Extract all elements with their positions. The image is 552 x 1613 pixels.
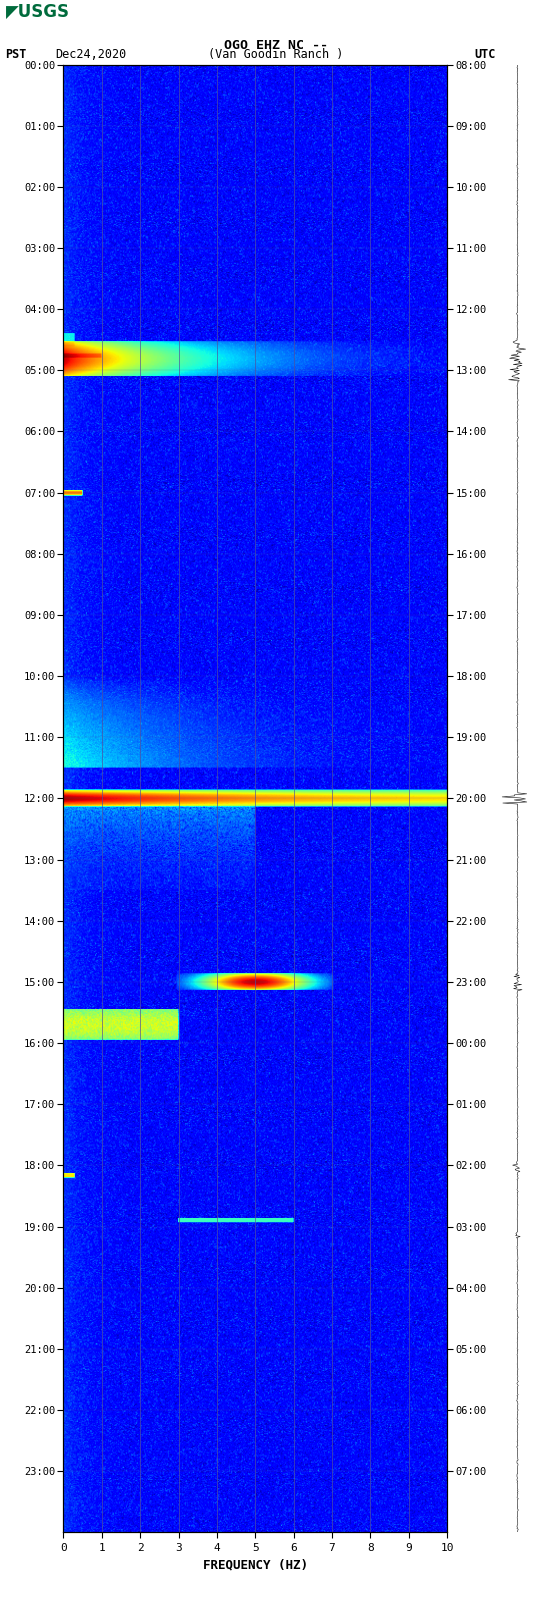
Text: ◤USGS: ◤USGS <box>6 3 70 21</box>
Text: UTC: UTC <box>475 48 496 61</box>
Text: Dec24,2020: Dec24,2020 <box>55 48 126 61</box>
Text: OGO EHZ NC --: OGO EHZ NC -- <box>224 39 328 52</box>
Text: (Van Goodin Ranch ): (Van Goodin Ranch ) <box>208 48 344 61</box>
Text: PST: PST <box>6 48 27 61</box>
X-axis label: FREQUENCY (HZ): FREQUENCY (HZ) <box>203 1558 308 1571</box>
